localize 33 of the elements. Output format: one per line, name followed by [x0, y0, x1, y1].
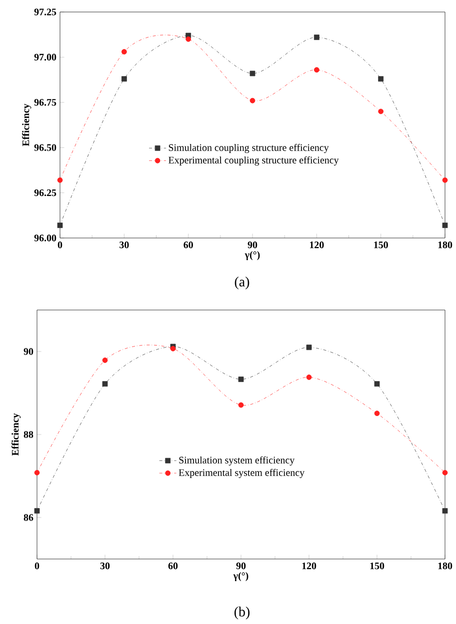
y-tick-label: 96.25 [34, 189, 56, 196]
y-tick-label: 97.00 [34, 54, 56, 61]
y-tick-label: 96.50 [34, 144, 56, 151]
x-tick-label: 60 [184, 242, 193, 248]
y-tick-label: 96.75 [34, 99, 56, 106]
y-axis-title: Efficiency [11, 413, 21, 456]
text: (a) [234, 276, 250, 290]
x-tick-label: 120 [310, 242, 324, 248]
x-tick-label: 180 [438, 242, 452, 248]
x-tick-label: 0 [34, 562, 40, 570]
x-tick-label: 150 [370, 562, 384, 570]
x-tick-label: 90 [248, 242, 258, 248]
y-tick-label: 86 [24, 514, 34, 521]
x-tick-label: 120 [302, 562, 316, 570]
legend-label: Simulation system efficiency [179, 456, 295, 466]
legend-label: Simulation coupling structure efficiency [168, 144, 329, 154]
y-axis-title: Efficiency [22, 104, 32, 146]
x-tick-label: 0 [58, 242, 62, 248]
y-tick-label: 90 [24, 348, 34, 355]
x-tick-label: 30 [120, 242, 129, 248]
x-tick-label: 150 [374, 242, 388, 248]
x-tick-label: 90 [236, 562, 246, 570]
x-tick-label: 180 [438, 562, 452, 570]
x-axis-title: γ(°) [233, 572, 248, 582]
legend-label: Experimental system efficiency [178, 468, 305, 478]
y-tick-label: 96.00 [34, 234, 56, 242]
text: (b) [234, 606, 250, 620]
y-tick-label: 88 [24, 431, 34, 438]
x-axis-title: γ(°) [244, 251, 260, 260]
x-tick-label: 30 [100, 562, 110, 570]
x-tick-label: 60 [168, 562, 178, 570]
legend-label: Experimental coupling structure efficiency [168, 156, 339, 166]
y-tick-label: 97.25 [34, 8, 56, 16]
